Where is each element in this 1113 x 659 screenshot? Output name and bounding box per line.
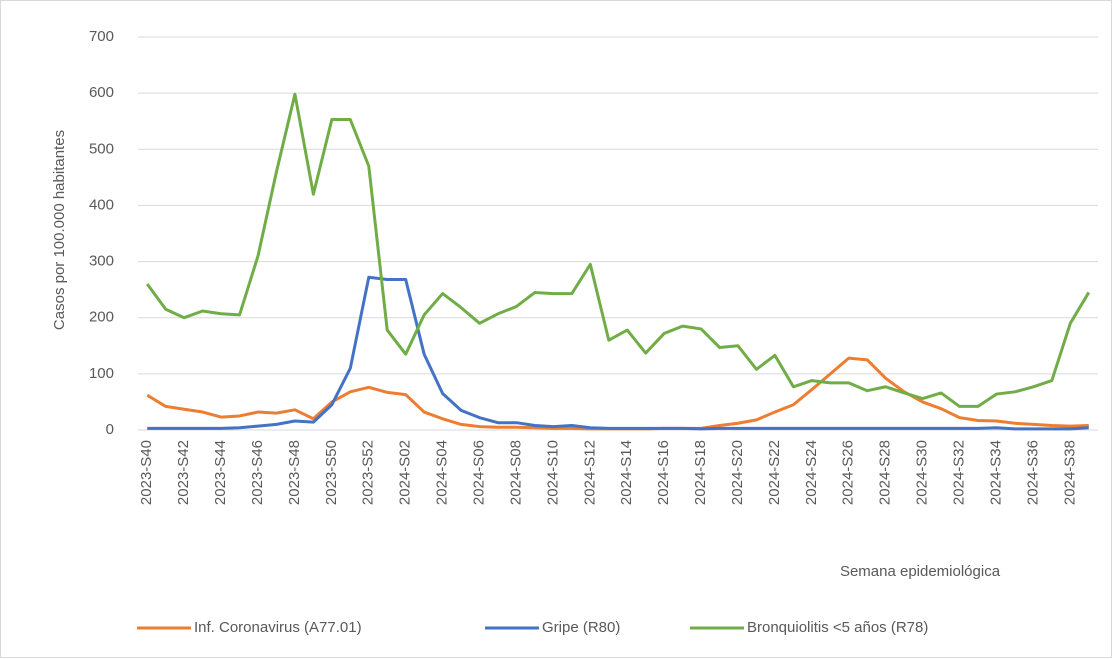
x-tick-label: 2024-S18 bbox=[692, 440, 709, 505]
x-tick-label: 2024-S24 bbox=[803, 440, 820, 505]
y-tick-label: 0 bbox=[106, 421, 114, 438]
y-tick-label: 300 bbox=[89, 253, 114, 270]
x-tick-label: 2024-S02 bbox=[397, 440, 414, 505]
legend-label: Gripe (R80) bbox=[542, 619, 620, 636]
series-line bbox=[146, 92, 1091, 408]
x-tick-label: 2024-S22 bbox=[766, 440, 783, 505]
x-tick-label: 2023-S46 bbox=[249, 440, 266, 505]
x-tick-label: 2024-S28 bbox=[877, 440, 894, 505]
x-tick-label: 2024-S34 bbox=[987, 440, 1004, 505]
x-tick-label: 2024-S06 bbox=[471, 440, 488, 505]
x-tick-label: 2024-S30 bbox=[914, 440, 931, 505]
x-tick-label: 2024-S16 bbox=[655, 440, 672, 505]
x-tick-label: 2023-S52 bbox=[360, 440, 377, 505]
x-tick-label: 2024-S12 bbox=[581, 440, 598, 505]
y-tick-label: 700 bbox=[89, 28, 114, 45]
x-tick-label: 2023-S48 bbox=[286, 440, 303, 505]
x-tick-label: 2023-S44 bbox=[212, 440, 229, 505]
x-tick-label: 2024-S26 bbox=[840, 440, 857, 505]
x-tick-label: 2024-S20 bbox=[729, 440, 746, 505]
legend-label: Bronquiolitis <5 años (R78) bbox=[747, 619, 928, 636]
y-tick-label: 500 bbox=[89, 140, 114, 157]
x-tick-label: 2023-S50 bbox=[323, 440, 340, 505]
x-axis-label: Semana epidemiológica bbox=[840, 563, 1001, 580]
x-tick-label: 2023-S42 bbox=[175, 440, 192, 505]
y-tick-label: 100 bbox=[89, 365, 114, 382]
x-tick-label: 2024-S32 bbox=[951, 440, 968, 505]
x-tick-label: 2024-S04 bbox=[434, 440, 451, 505]
y-tick-label: 600 bbox=[89, 84, 114, 101]
x-tick-label: 2024-S10 bbox=[544, 440, 561, 505]
x-tick-label: 2024-S38 bbox=[1061, 440, 1078, 505]
legend-label: Inf. Coronavirus (A77.01) bbox=[194, 619, 362, 636]
y-axis-label: Casos por 100.000 habitantes bbox=[51, 130, 68, 330]
x-tick-label: 2024-S36 bbox=[1024, 440, 1041, 505]
x-tick-label: 2023-S40 bbox=[138, 440, 155, 505]
x-tick-label: 2024-S08 bbox=[507, 440, 524, 505]
y-tick-label: 400 bbox=[89, 196, 114, 213]
series-line bbox=[147, 275, 1089, 431]
x-tick-label: 2024-S14 bbox=[618, 440, 635, 505]
y-tick-label: 200 bbox=[89, 309, 114, 326]
